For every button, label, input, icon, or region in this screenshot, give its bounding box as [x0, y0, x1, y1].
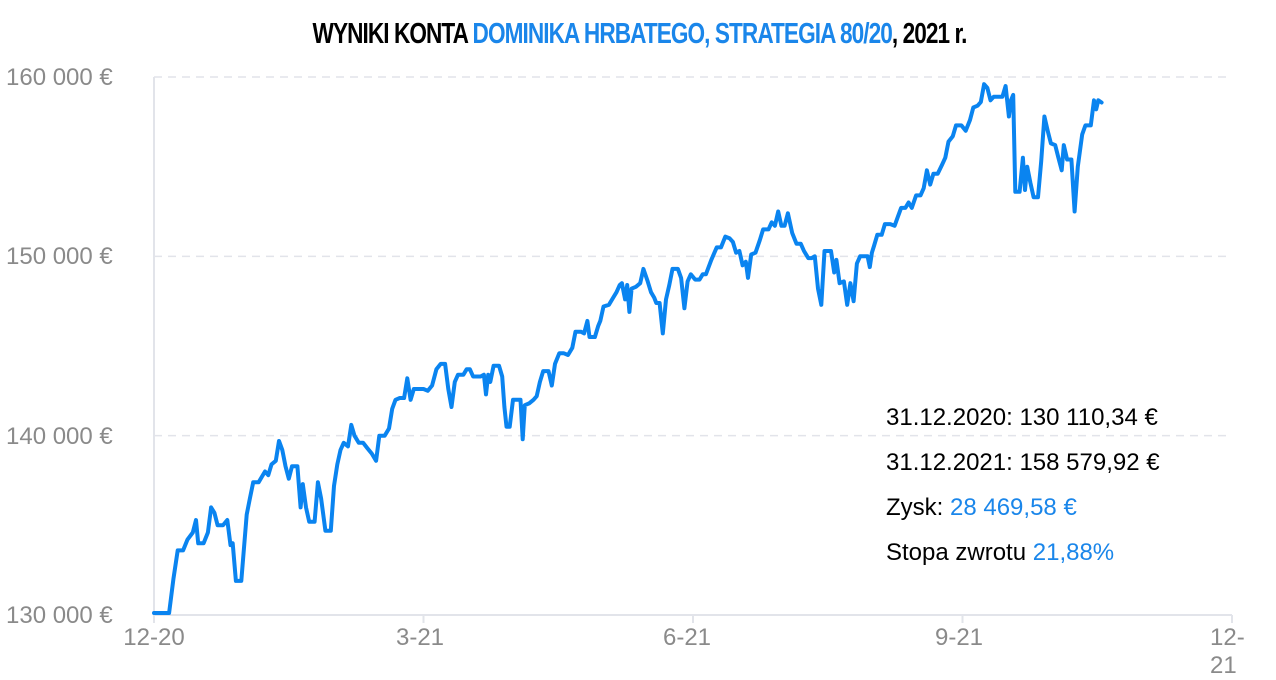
y-tick-150000: 150 000 €: [6, 243, 113, 270]
return-label: Stopa zwrotu: [886, 539, 1033, 566]
profit-label: Zysk:: [886, 494, 950, 521]
profit-row: Zysk: 28 469,58 €: [886, 485, 1160, 530]
return-value: 21,88%: [1032, 539, 1115, 566]
x-tick-6-21: 6-21: [662, 624, 712, 651]
x-tick-9-21: 9-21: [934, 624, 984, 651]
x-tick-12-20: 12-20: [123, 624, 185, 651]
y-tick-140000: 140 000 €: [6, 423, 113, 450]
title-suffix: , 2021 r.: [891, 18, 968, 50]
return-row: Stopa zwrotu 21,88%: [886, 530, 1160, 575]
x-tick-3-21: 3-21: [395, 624, 445, 651]
account-value-line: [152, 82, 1104, 615]
title-account-name: DOMINIKA HRBATEGO, STRATEGIA 80/20: [472, 18, 893, 50]
end-value: 31.12.2021: 158 579,92 €: [886, 449, 1160, 476]
profit-value: 28 469,58 €: [950, 494, 1077, 521]
chart-title: WYNIKI KONTA DOMINIKA HRBATEGO, STRATEGI…: [142, 18, 1137, 51]
stats-box: 31.12.2020: 130 110,34 € 31.12.2021: 158…: [886, 395, 1160, 575]
grid-lines: [154, 76, 1232, 437]
axes: [153, 77, 1233, 623]
title-prefix: WYNIKI KONTA: [312, 18, 473, 50]
y-tick-130000: 130 000 €: [6, 602, 113, 629]
y-tick-160000: 160 000 €: [6, 64, 113, 91]
start-value: 31.12.2020: 130 110,34 €: [886, 404, 1158, 431]
